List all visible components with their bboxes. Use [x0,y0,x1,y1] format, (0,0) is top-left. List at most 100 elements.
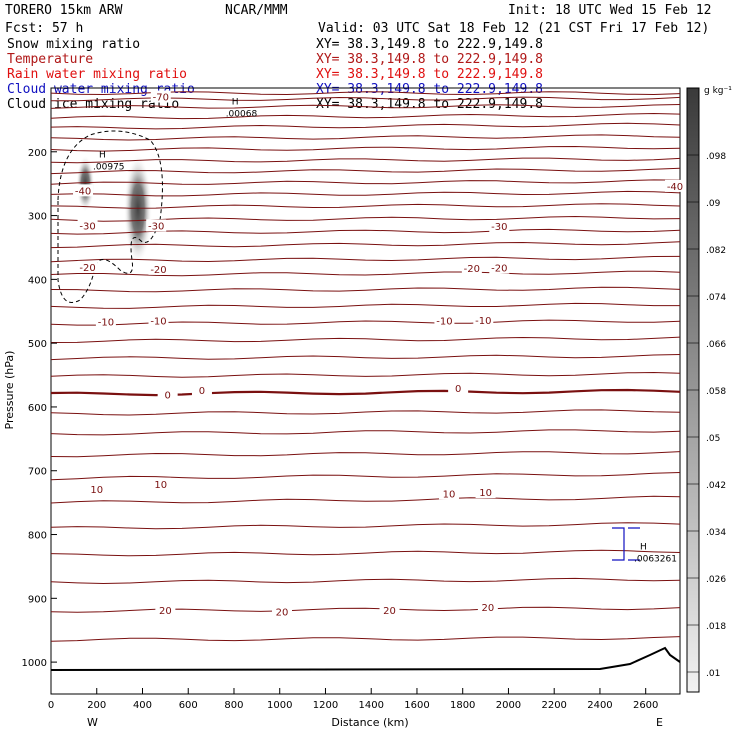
label-mask [379,604,400,617]
y-tick-label: 200 [28,148,47,159]
colorbar-label: .09 [706,199,721,209]
isotherm-line [50,157,681,164]
label-mask [272,605,293,618]
y-tick-label: 500 [28,339,47,350]
isotherm-label: 20 [383,606,396,617]
isotherm-label: -30 [491,222,507,233]
field-name: Cloud ice mixing ratio [7,97,179,112]
org-title: NCAR/MMM [225,3,288,18]
x-tick-label: 1800 [450,700,475,711]
cloud-ice-contour [57,130,163,303]
y-tick-label: 600 [28,403,47,414]
isotherm-line [50,286,681,293]
isotherm-line [50,371,681,378]
isotherm-line [50,495,681,504]
field-name: Rain water mixing ratio [7,67,187,82]
isotherm-label: -20 [150,265,166,276]
field-name: Snow mixing ratio [7,37,140,52]
label-mask [475,486,496,499]
isotherm-label: -40 [75,186,91,197]
label-mask [489,261,510,274]
x-tick-label: 800 [224,700,243,711]
isotherm-label: -70 [153,93,169,104]
colorbar-label: .098 [706,152,726,162]
x-tick-label: 200 [87,700,106,711]
isotherm-line [50,429,681,436]
label-mask [461,262,482,275]
isotherm-label: -10 [436,316,452,327]
label-mask [77,219,98,232]
label-mask [95,315,116,328]
colorbar-label: .058 [706,387,726,397]
isotherm-label: 20 [482,603,495,614]
colorbar-label: .074 [706,293,726,303]
isotherm-line [50,241,681,249]
label-mask [473,313,494,326]
colorbar-label: .018 [706,622,726,632]
label-mask [150,477,171,490]
terrain-profile [50,646,681,671]
isotherm-label: 10 [479,488,492,499]
isotherm-line [50,179,681,185]
label-mask [434,314,455,327]
x-tick-label: 600 [179,700,198,711]
cloud-water-contour [612,527,640,561]
isotherm-line [50,122,681,130]
isotherm-line [50,388,681,397]
x-tick-label: 1200 [313,700,338,711]
init-time: Init: 18 UTC Wed 15 Feb 12 [508,3,712,18]
snow-mixing-ratio-shading [123,154,152,265]
colorbar-label: .042 [706,481,726,491]
label-mask [77,260,98,273]
isotherm-line [50,336,681,343]
isotherm-line [50,302,680,309]
isotherm-line [50,354,681,361]
y-tick-label: 300 [28,212,47,223]
isotherm-label: 0 [164,390,170,401]
isotherm-label: -10 [475,316,491,327]
maximum-value: .00975 [93,162,125,172]
snow-shading [76,154,152,265]
label-mask [489,220,510,233]
isotherm-label: 10 [443,489,456,500]
x-tick-label: 2400 [587,700,612,711]
x-tick-label: 2600 [633,700,658,711]
x-axis-ticks: 0 200 400 600 800 1000 1200 1400 1600 1800 2000 220… [48,688,658,711]
y-tick-label: 900 [28,594,47,605]
y-axis-label: Pressure (hPa) [3,351,16,430]
label-mask [148,262,169,275]
y-tick-label: 700 [28,467,47,478]
x-tick-label: 1000 [267,700,292,711]
snow-mixing-ratio-shading [76,155,95,212]
label-mask [448,382,469,395]
x-tick-label: 1600 [404,700,429,711]
isotherm-label: -10 [150,316,166,327]
colorbar-unit: g kg⁻¹ [704,86,732,96]
isotherm-line [50,522,681,530]
temperature-labels: -70 -40 -40 -30 -30 -30 -20 -20 -20 -20 -10 -10 -10 -… [73,90,685,618]
isotherm-line [50,451,681,458]
y-axis-ticks: 200 300 400 500 600 700 800 900 1000 [22,148,57,669]
model-title: TORERO 15km ARW [5,3,123,18]
field-xy: XY= 38.3,149.8 to 222.9,149.8 [316,37,543,52]
isotherm-line [50,409,681,416]
x-tick-label: 0 [48,700,54,711]
colorbar-label: .05 [706,434,720,444]
isotherm-label: -20 [491,264,507,275]
isotherm-line [50,203,681,209]
isotherm-label: 10 [90,485,103,496]
valid-time: Valid: 03 UTC Sat 18 Feb 12 (21 CST Fri … [318,21,709,36]
isotherm-line [50,104,681,109]
colorbar-label: .01 [706,669,720,679]
forecast-hour: Fcst: 57 h [5,21,83,36]
label-mask [73,184,94,197]
colorbar-label: .034 [706,528,726,538]
isotherm-line [50,549,681,557]
field-xy: XY= 38.3,149.8 to 222.9,149.8 [316,67,543,82]
colorbar-label: .066 [706,340,726,350]
isotherm-line [50,472,681,481]
isotherm-label: 0 [455,384,461,395]
label-mask [477,600,498,613]
isotherm-line [50,577,681,585]
